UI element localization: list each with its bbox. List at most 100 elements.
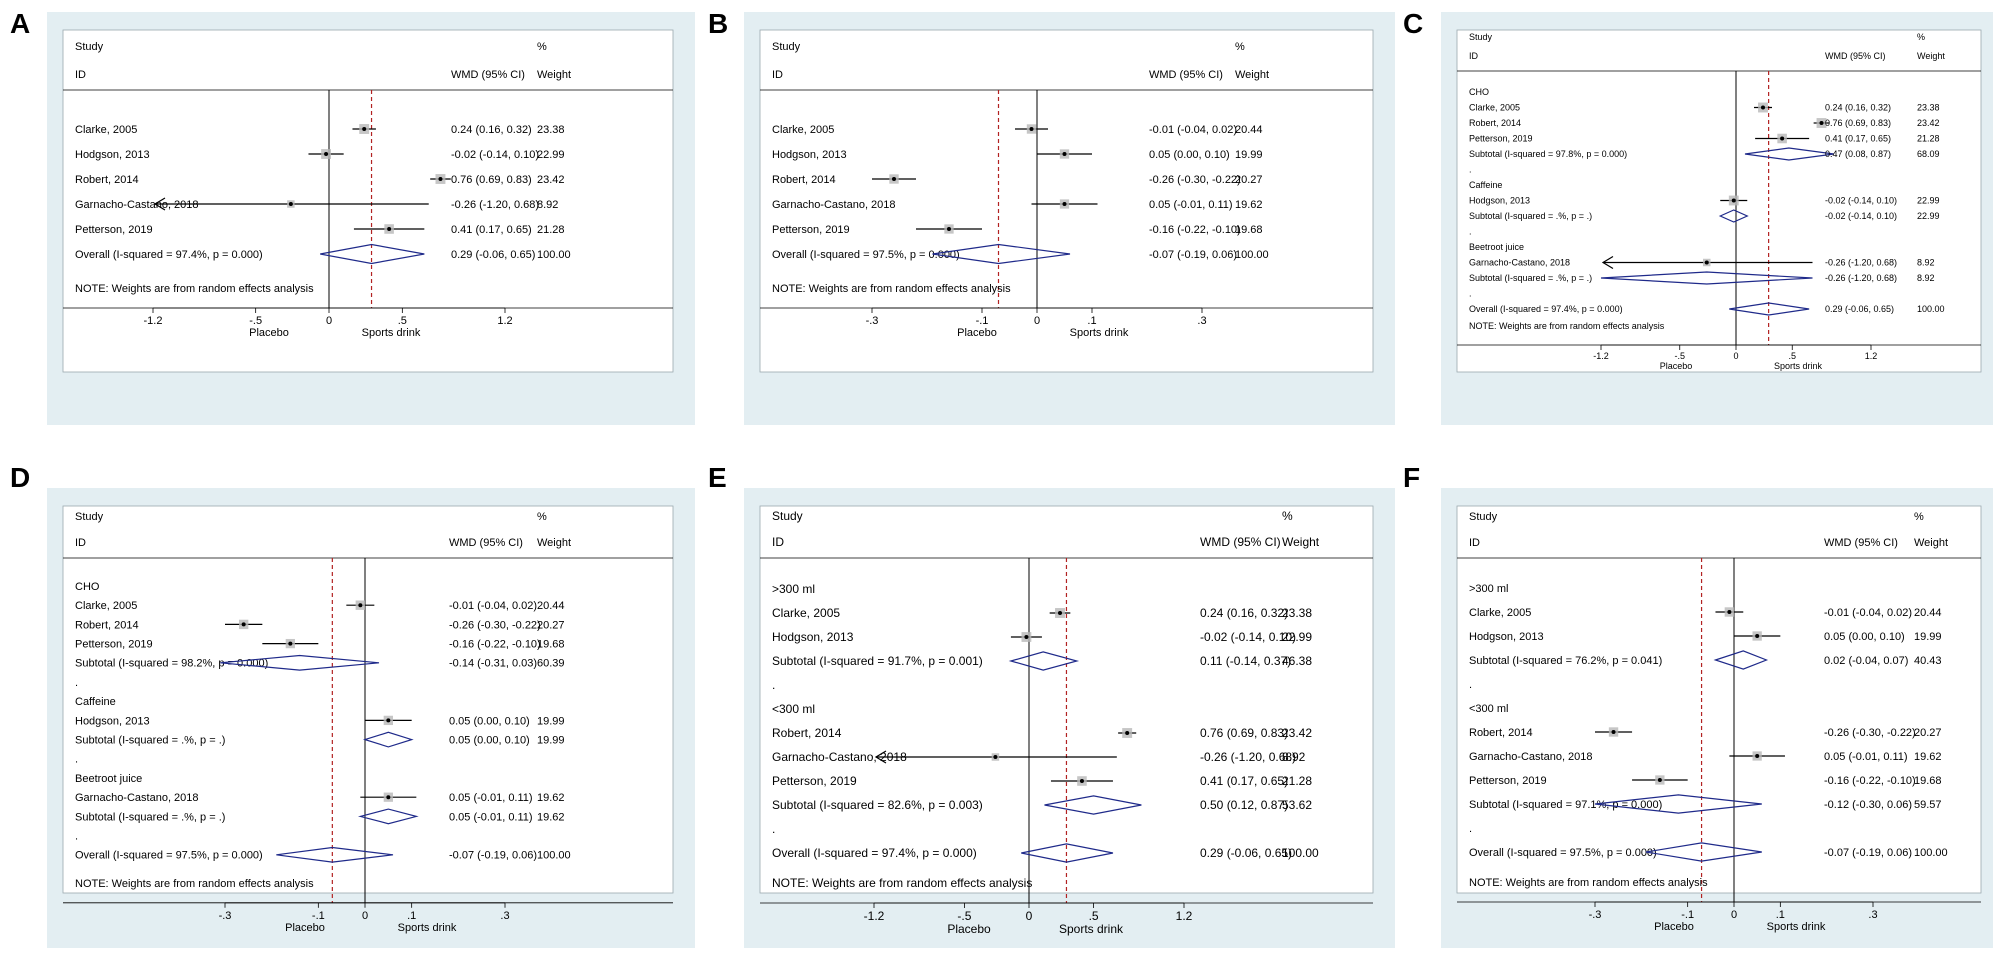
truncation-arrow [153,197,166,211]
weight-value: 20.27 [537,619,565,631]
favours-left-label: Placebo [249,327,289,339]
x-tick-label: .3 [1197,315,1206,327]
point-estimate [1062,202,1067,206]
favours-left-label: Placebo [1654,921,1694,933]
weight-value: 20.44 [1914,607,1942,619]
subtotal-label: Subtotal (I-squared = 91.7%, p = 0.001) [772,654,983,668]
spacer-dot: . [772,678,775,692]
weight-value: 100.00 [1914,847,1948,859]
header-id: ID [772,69,783,81]
header-study: Study [772,41,801,53]
ci-value: 0.05 (-0.01, 0.11) [1149,199,1233,211]
forest-svg: Study ID WMD (95% CI)% Weight >300 ml Clarke,… [759,505,1374,936]
point-estimate [1761,105,1765,110]
forest-plot-f: Study ID WMD (95% CI)% Weight >300 ml Clarke,… [1441,488,1993,948]
ci-value: 0.05 (0.00, 0.10) [449,715,530,727]
ci-value: -0.14 (-0.31, 0.03) [449,658,537,670]
truncation-arrow [1601,255,1614,270]
spacer-dot: . [75,677,78,689]
ci-value: 0.29 (-0.06, 0.65) [1200,846,1292,860]
group-label: CHO [75,581,100,593]
point-estimate [1755,634,1760,638]
favours-left-label: Placebo [1660,361,1693,371]
header-study: Study [1469,511,1498,523]
panel-letter-e: E [708,462,727,493]
weight-value: 22.99 [1282,630,1312,644]
weight-value: 22.99 [1917,196,1940,206]
study-label: Garnacho-Castano, 2018 [772,750,907,764]
study-label: Petterson, 2019 [772,774,857,788]
study-label: Garnacho-Castano, 2018 [75,199,199,211]
study-label: Hodgson, 2013 [772,149,847,161]
study-label: Clarke, 2005 [75,600,137,612]
point-estimate [1062,152,1067,156]
weight-value: 20.44 [537,600,565,612]
subtotal-label: Subtotal (I-squared = 97.1%, p = 0.000) [1469,799,1662,811]
study-label: Petterson, 2019 [75,638,153,650]
weight-value: 19.68 [1914,775,1942,787]
overall-label: Overall (I-squared = 97.5%, p = 0.000) [75,850,263,862]
favours-left-label: Placebo [957,327,997,339]
point-estimate [1079,779,1084,783]
x-tick-label: -1.2 [144,315,163,327]
point-estimate [241,622,246,627]
x-tick-label: .3 [500,910,509,922]
study-label: Hodgson, 2013 [75,715,150,727]
subtotal-label: Subtotal (I-squared = 97.8%, p = 0.000) [1469,149,1627,159]
weight-value: 19.99 [1914,631,1942,643]
weight-value: 46.38 [1282,654,1312,668]
ci-value: 0.05 (-0.01, 0.11) [449,811,533,823]
group-label: >300 ml [1469,583,1508,595]
header-weight: Weight [1235,69,1269,81]
plot-area [1456,29,1982,373]
weight-value: 21.28 [1282,774,1312,788]
weight-value: 8.92 [1917,273,1935,283]
study-label: Clarke, 2005 [1469,607,1531,619]
weight-value: 22.99 [537,149,565,161]
favours-right-label: Sports drink [398,922,457,934]
weight-value: 100.00 [1917,304,1945,314]
point-estimate [1731,198,1736,203]
overall-label: Overall (I-squared = 97.5%, p = 0.000) [772,249,960,261]
favours-right-label: Sports drink [1774,361,1823,371]
ci-value: -0.07 (-0.19, 0.06) [1149,249,1237,261]
point-estimate [1657,778,1662,782]
weights-note: NOTE: Weights are from random effects an… [772,876,1032,890]
point-estimate [947,227,951,231]
overall-diamond [1021,843,1114,863]
subtotal-label: Subtotal (I-squared = .%, p = .) [75,811,225,823]
weight-value: 22.99 [1917,211,1940,221]
weights-note: NOTE: Weights are from random effects an… [1469,321,1665,331]
header-weight: Weight [537,69,571,81]
study-label: Robert, 2014 [75,619,139,631]
subtotal-label: Subtotal (I-squared = .%, p = .) [1469,211,1592,221]
forest-plot-b: Study ID WMD (95% CI)% Weight Clarke, 2005 -0… [744,12,1395,425]
spacer-dot: . [75,754,78,766]
subtotal-label: Subtotal (I-squared = 98.2%, p = 0.000) [75,658,268,670]
point-estimate [386,718,391,723]
weight-value: 19.68 [1235,224,1263,236]
header-pct: % [537,511,547,523]
point-estimate [1780,136,1785,141]
ci-value: 0.41 (0.17, 0.65) [451,224,532,236]
weight-value: 20.44 [1235,124,1263,136]
header-study: Study [75,511,104,523]
x-tick-label: .1 [407,910,416,922]
weight-value: 23.38 [1282,606,1312,620]
x-tick-label: -.1 [976,315,989,327]
group-label: <300 ml [1469,703,1508,715]
overall-label: Overall (I-squared = 97.4%, p = 0.000) [75,249,263,261]
forest-svg: Study ID WMD (95% CI)% Weight CHO Clarke, 200… [62,505,674,934]
subtotal-diamond [1044,795,1142,815]
header-weight: Weight [1917,51,1945,61]
x-tick-label: .3 [1868,909,1877,921]
spacer-dot: . [1469,823,1472,835]
header-id: ID [1469,537,1480,549]
overall-diamond [932,243,1071,265]
ci-value: -0.26 (-1.20, 0.68) [1825,273,1897,283]
x-tick-label: -.3 [866,315,879,327]
ci-value: -0.26 (-1.20, 0.68) [1200,750,1296,764]
subtotal-label: Subtotal (I-squared = 82.6%, p = 0.003) [772,798,983,812]
ci-value: 0.05 (0.00, 0.10) [449,734,530,746]
x-tick-label: .5 [398,315,407,327]
